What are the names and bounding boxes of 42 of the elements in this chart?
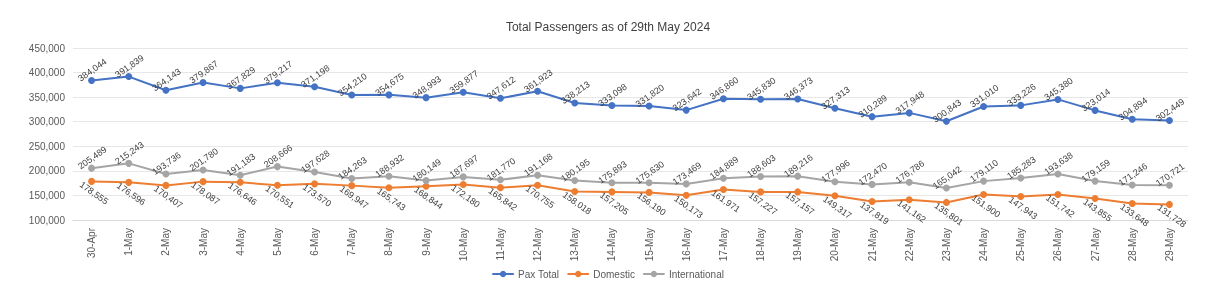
x-tick-label: 5-May (271, 228, 283, 256)
x-tick-label: 9-May (420, 228, 432, 256)
x-tick-label: 24-May (978, 228, 990, 262)
x-tick-label: 20-May (829, 228, 841, 262)
x-tick-label: 13-May (569, 228, 581, 262)
x-tick-label: 26-May (1052, 228, 1064, 262)
x-tick-label: 6-May (309, 228, 321, 256)
x-tick-label: 14-May (606, 228, 618, 262)
x-tick-label: 25-May (1015, 228, 1027, 262)
x-tick-label: 7-May (346, 228, 358, 256)
x-tick-label: 27-May (1089, 228, 1101, 262)
x-tick-label: 19-May (792, 228, 804, 262)
x-tick-label: 2-May (160, 228, 172, 256)
x-tick-label: 16-May (680, 228, 692, 262)
chart-title: Total Passengers as of 29th May 2024 (505, 20, 711, 34)
x-tick-label: 10-May (457, 228, 469, 262)
y-tick-label: 350,000 (28, 91, 66, 103)
x-tick-label: 18-May (755, 228, 767, 262)
y-tick-label: 150,000 (28, 189, 66, 201)
x-tick-label: 8-May (383, 228, 395, 256)
y-tick-label: 100,000 (28, 214, 66, 226)
x-tick-label: 4-May (234, 228, 246, 256)
y-tick-label: 300,000 (28, 116, 66, 128)
legend-label: Domestic (593, 268, 635, 280)
x-tick-label: 22-May (903, 228, 915, 262)
legend-label: International (668, 268, 724, 280)
y-tick-label: 450,000 (28, 42, 66, 54)
x-tick-label: 21-May (866, 228, 878, 262)
x-tick-label: 12-May (532, 228, 544, 262)
x-tick-label: 1-May (123, 228, 135, 256)
x-tick-label: 11-May (494, 228, 506, 261)
x-tick-label: 23-May (940, 228, 952, 262)
x-tick-label: 29-May (1163, 228, 1175, 262)
x-tick-label: 28-May (1126, 228, 1138, 262)
legend-label: Pax Total (518, 268, 560, 280)
y-tick-label: 200,000 (28, 165, 66, 177)
x-tick-label: 3-May (197, 228, 209, 256)
x-tick-label: 17-May (717, 228, 729, 262)
y-tick-label: 250,000 (28, 140, 66, 152)
x-tick-label: 15-May (643, 228, 655, 262)
x-tick-label: 30-Apr (86, 227, 98, 259)
y-tick-label: 400,000 (28, 67, 66, 79)
